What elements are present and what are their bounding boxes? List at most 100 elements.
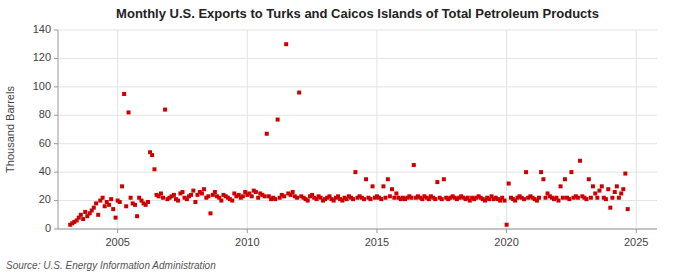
point [107, 203, 111, 207]
point [94, 201, 98, 205]
point [291, 190, 295, 194]
point [189, 193, 193, 197]
point [193, 200, 197, 204]
point [379, 197, 383, 201]
point [172, 193, 176, 197]
point [623, 172, 627, 176]
point [503, 199, 507, 203]
point [351, 197, 355, 201]
title: Monthly U.S. Exports to Turks and Caicos… [116, 6, 599, 21]
point [297, 91, 301, 95]
point [440, 197, 444, 201]
point [392, 196, 396, 200]
y-tick [54, 58, 58, 59]
point [409, 196, 413, 200]
y-grid-line [58, 58, 657, 59]
x-tick [376, 229, 377, 233]
y-grid-line [58, 86, 657, 87]
y-tick-label: 0 [45, 222, 51, 234]
point [619, 191, 623, 195]
y-tick [54, 200, 58, 201]
point [368, 197, 372, 201]
point [597, 189, 601, 193]
point [120, 184, 124, 188]
point [213, 190, 217, 194]
point [591, 184, 595, 188]
point [161, 196, 165, 200]
point [124, 204, 128, 208]
point [362, 197, 366, 201]
y-axis-line [58, 30, 59, 229]
x-tick-label: 2020 [494, 236, 518, 248]
point [541, 177, 545, 181]
point [621, 187, 625, 191]
point [219, 199, 223, 203]
point [543, 196, 547, 200]
point [256, 196, 260, 200]
point [589, 196, 593, 200]
point [83, 210, 87, 214]
point [250, 194, 254, 198]
point [265, 132, 269, 136]
x-tick [117, 229, 118, 233]
x-tick [636, 229, 637, 233]
point [442, 177, 446, 181]
point [595, 196, 599, 200]
point [505, 223, 509, 227]
point [386, 177, 390, 181]
point [537, 196, 541, 200]
point [435, 180, 439, 184]
x-grid-line [636, 30, 637, 229]
point [133, 203, 137, 207]
point [600, 184, 604, 188]
point [81, 217, 85, 221]
points [68, 42, 630, 227]
point [176, 199, 180, 203]
y-tick-label: 120 [33, 51, 51, 63]
y-tick [54, 115, 58, 116]
point [353, 170, 357, 174]
point [364, 177, 368, 181]
point [606, 187, 610, 191]
x-tick-label: 2005 [105, 236, 129, 248]
point [578, 159, 582, 163]
point [254, 190, 258, 194]
y-tick-label: 100 [33, 80, 51, 92]
x-tick-label: 2015 [365, 236, 389, 248]
y-grid-line [58, 30, 657, 31]
point [284, 42, 288, 46]
y-tick [54, 143, 58, 144]
point [163, 108, 167, 112]
y-tick-label: 40 [39, 165, 51, 177]
point [610, 196, 614, 200]
y-tick [54, 86, 58, 87]
y-tick-label: 20 [39, 193, 51, 205]
point [129, 196, 133, 200]
y-tick-label: 140 [33, 23, 51, 35]
y-grid-line [58, 115, 657, 116]
background [0, 0, 675, 275]
point [394, 191, 398, 195]
point [604, 197, 608, 201]
point [507, 182, 511, 186]
point [371, 184, 375, 188]
point [114, 216, 118, 220]
point [617, 196, 621, 200]
source-annotation: Source: U.S. Energy Information Administ… [6, 260, 216, 271]
point [206, 194, 210, 198]
grid [58, 30, 657, 229]
point [524, 170, 528, 174]
point [584, 197, 588, 201]
point [230, 199, 234, 203]
y-tick-label: 80 [39, 108, 51, 120]
point [626, 207, 630, 211]
point [567, 197, 571, 201]
point [556, 199, 560, 203]
chart-container: 02040608010012014020052010201520202025Mo… [0, 0, 675, 275]
x-tick-label: 2025 [624, 236, 648, 248]
point [390, 187, 394, 191]
point [587, 177, 591, 181]
point [208, 211, 212, 215]
point [388, 194, 392, 198]
x-grid-line [247, 30, 248, 229]
